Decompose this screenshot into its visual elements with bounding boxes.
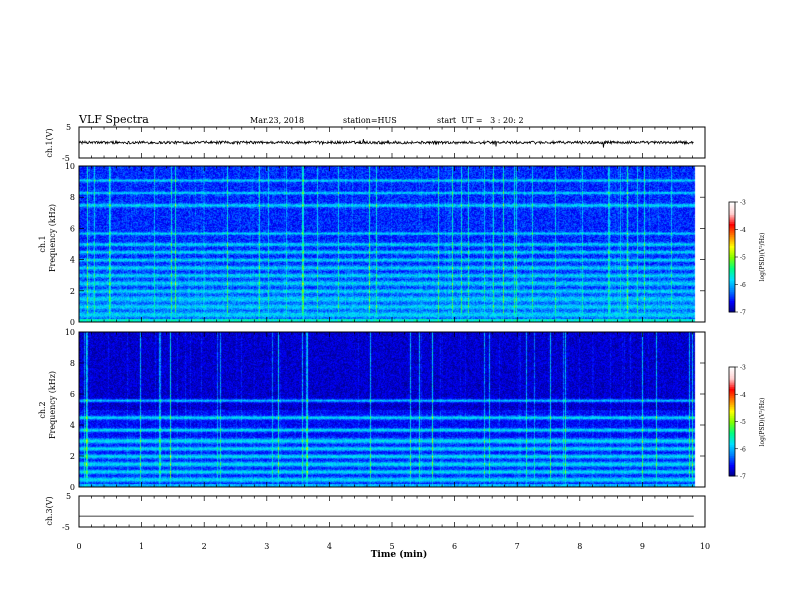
date-label: Mar.23, 2018 <box>250 116 304 125</box>
time-tick-label: 3 <box>264 542 269 551</box>
ch3-ytick-bottom: -5 <box>62 523 70 532</box>
frequency-tick-label: 0 <box>70 318 75 327</box>
frequency-tick-label: 10 <box>65 328 75 337</box>
colorbar-tick-label: -6 <box>740 282 746 289</box>
time-tick-label: 2 <box>202 542 207 551</box>
spectrogram-pixels <box>79 166 705 322</box>
spectrogram-pixels <box>79 332 705 487</box>
ch1-colorbar: -3 -4 -5 -6 -7 log(PSD)(V²/Hz) <box>728 200 766 317</box>
frequency-tick-label: 8 <box>70 193 75 202</box>
time-tick-label: 4 <box>327 542 332 551</box>
time-tick-label: 10 <box>700 542 710 551</box>
ch2-spectrogram-panel: 0 2 4 6 8 10 ch.2 Frequency (kHz) -3 -4 -5 -6 -7 … <box>38 328 766 492</box>
time-tick-label: 5 <box>389 542 394 551</box>
time-tick-label: 0 <box>76 542 81 551</box>
frequency-tick-label: 8 <box>70 359 75 368</box>
ch1-spec-ylabel-channel: ch.1 <box>38 235 47 252</box>
ch2-spec-ylabel-frequency: Frequency (kHz) <box>48 371 57 439</box>
colorbar-tick-label: -3 <box>740 200 746 207</box>
ch1-spec-ylabel-frequency: Frequency (kHz) <box>48 204 57 272</box>
station-label: station=HUS <box>343 116 397 125</box>
frequency-tick-label: 4 <box>70 256 75 265</box>
ch2-spectrogram-image <box>79 332 705 487</box>
ch1-ytick-bottom: -5 <box>62 154 70 163</box>
frequency-tick-label: 10 <box>65 162 75 171</box>
frequency-tick-label: 2 <box>70 452 75 461</box>
colorbar-tick-label: -7 <box>740 310 746 317</box>
ch1-colorbar-label: log(PSD)(V²/Hz) <box>759 233 766 282</box>
ch2-spec-ylabel-channel: ch.2 <box>38 401 47 418</box>
ch3-ytick-top: 5 <box>66 492 71 501</box>
time-tick-label: 7 <box>515 542 520 551</box>
ch1-ytick-top: 5 <box>66 123 71 132</box>
frequency-tick-label: 4 <box>70 421 75 430</box>
colorbar-tick-label: -5 <box>740 255 746 262</box>
ch1-ylabel: ch.1(V) <box>45 128 54 157</box>
time-tick-label: 1 <box>139 542 144 551</box>
colorbar-tick-label: -4 <box>740 227 746 234</box>
ch1-waveform-line <box>78 139 694 148</box>
time-tick-label: 9 <box>640 542 645 551</box>
frequency-tick-label: 6 <box>70 390 75 399</box>
ch1-spectrogram-panel: 0 2 4 6 8 10 ch.1 Frequency (kHz) -3 -4 -5 -6 -7 … <box>38 162 766 327</box>
colorbar-tick-label: -4 <box>740 392 746 399</box>
ch2-colorbar-label: log(PSD)(V²/Hz) <box>759 398 766 447</box>
ch1-waveform-panel: 5 -5 ch.1(V) <box>45 123 706 163</box>
time-ticks <box>78 127 706 527</box>
colorbar-tick-label: -3 <box>740 365 746 372</box>
colorbar-tick-label: -6 <box>740 446 746 453</box>
time-tick-label: 8 <box>577 542 582 551</box>
frequency-tick-label: 6 <box>70 224 75 233</box>
ch3-waveform-panel: 5 -5 ch.3(V) <box>45 492 706 532</box>
frequency-tick-label: 0 <box>70 483 75 492</box>
ch1-spectrogram-image <box>79 166 705 322</box>
colorbar-tick-label: -7 <box>740 474 746 481</box>
xaxis-label: Time (min) <box>371 549 428 560</box>
time-tick-label: 6 <box>452 542 457 551</box>
colorbar-tick-label: -5 <box>740 419 746 426</box>
time-tick-labels: 0 1 2 3 4 5 6 7 8 9 10 <box>76 542 710 551</box>
ch3-waveform-frame <box>78 495 706 528</box>
figure-title: VLF Spectra <box>78 113 149 126</box>
ch3-ylabel: ch.3(V) <box>45 496 54 525</box>
start-time-label: start UT = 3 : 20: 2 <box>437 116 524 125</box>
ch2-colorbar: -3 -4 -5 -6 -7 log(PSD)(V²/Hz) <box>728 365 766 481</box>
frequency-tick-label: 2 <box>70 287 75 296</box>
